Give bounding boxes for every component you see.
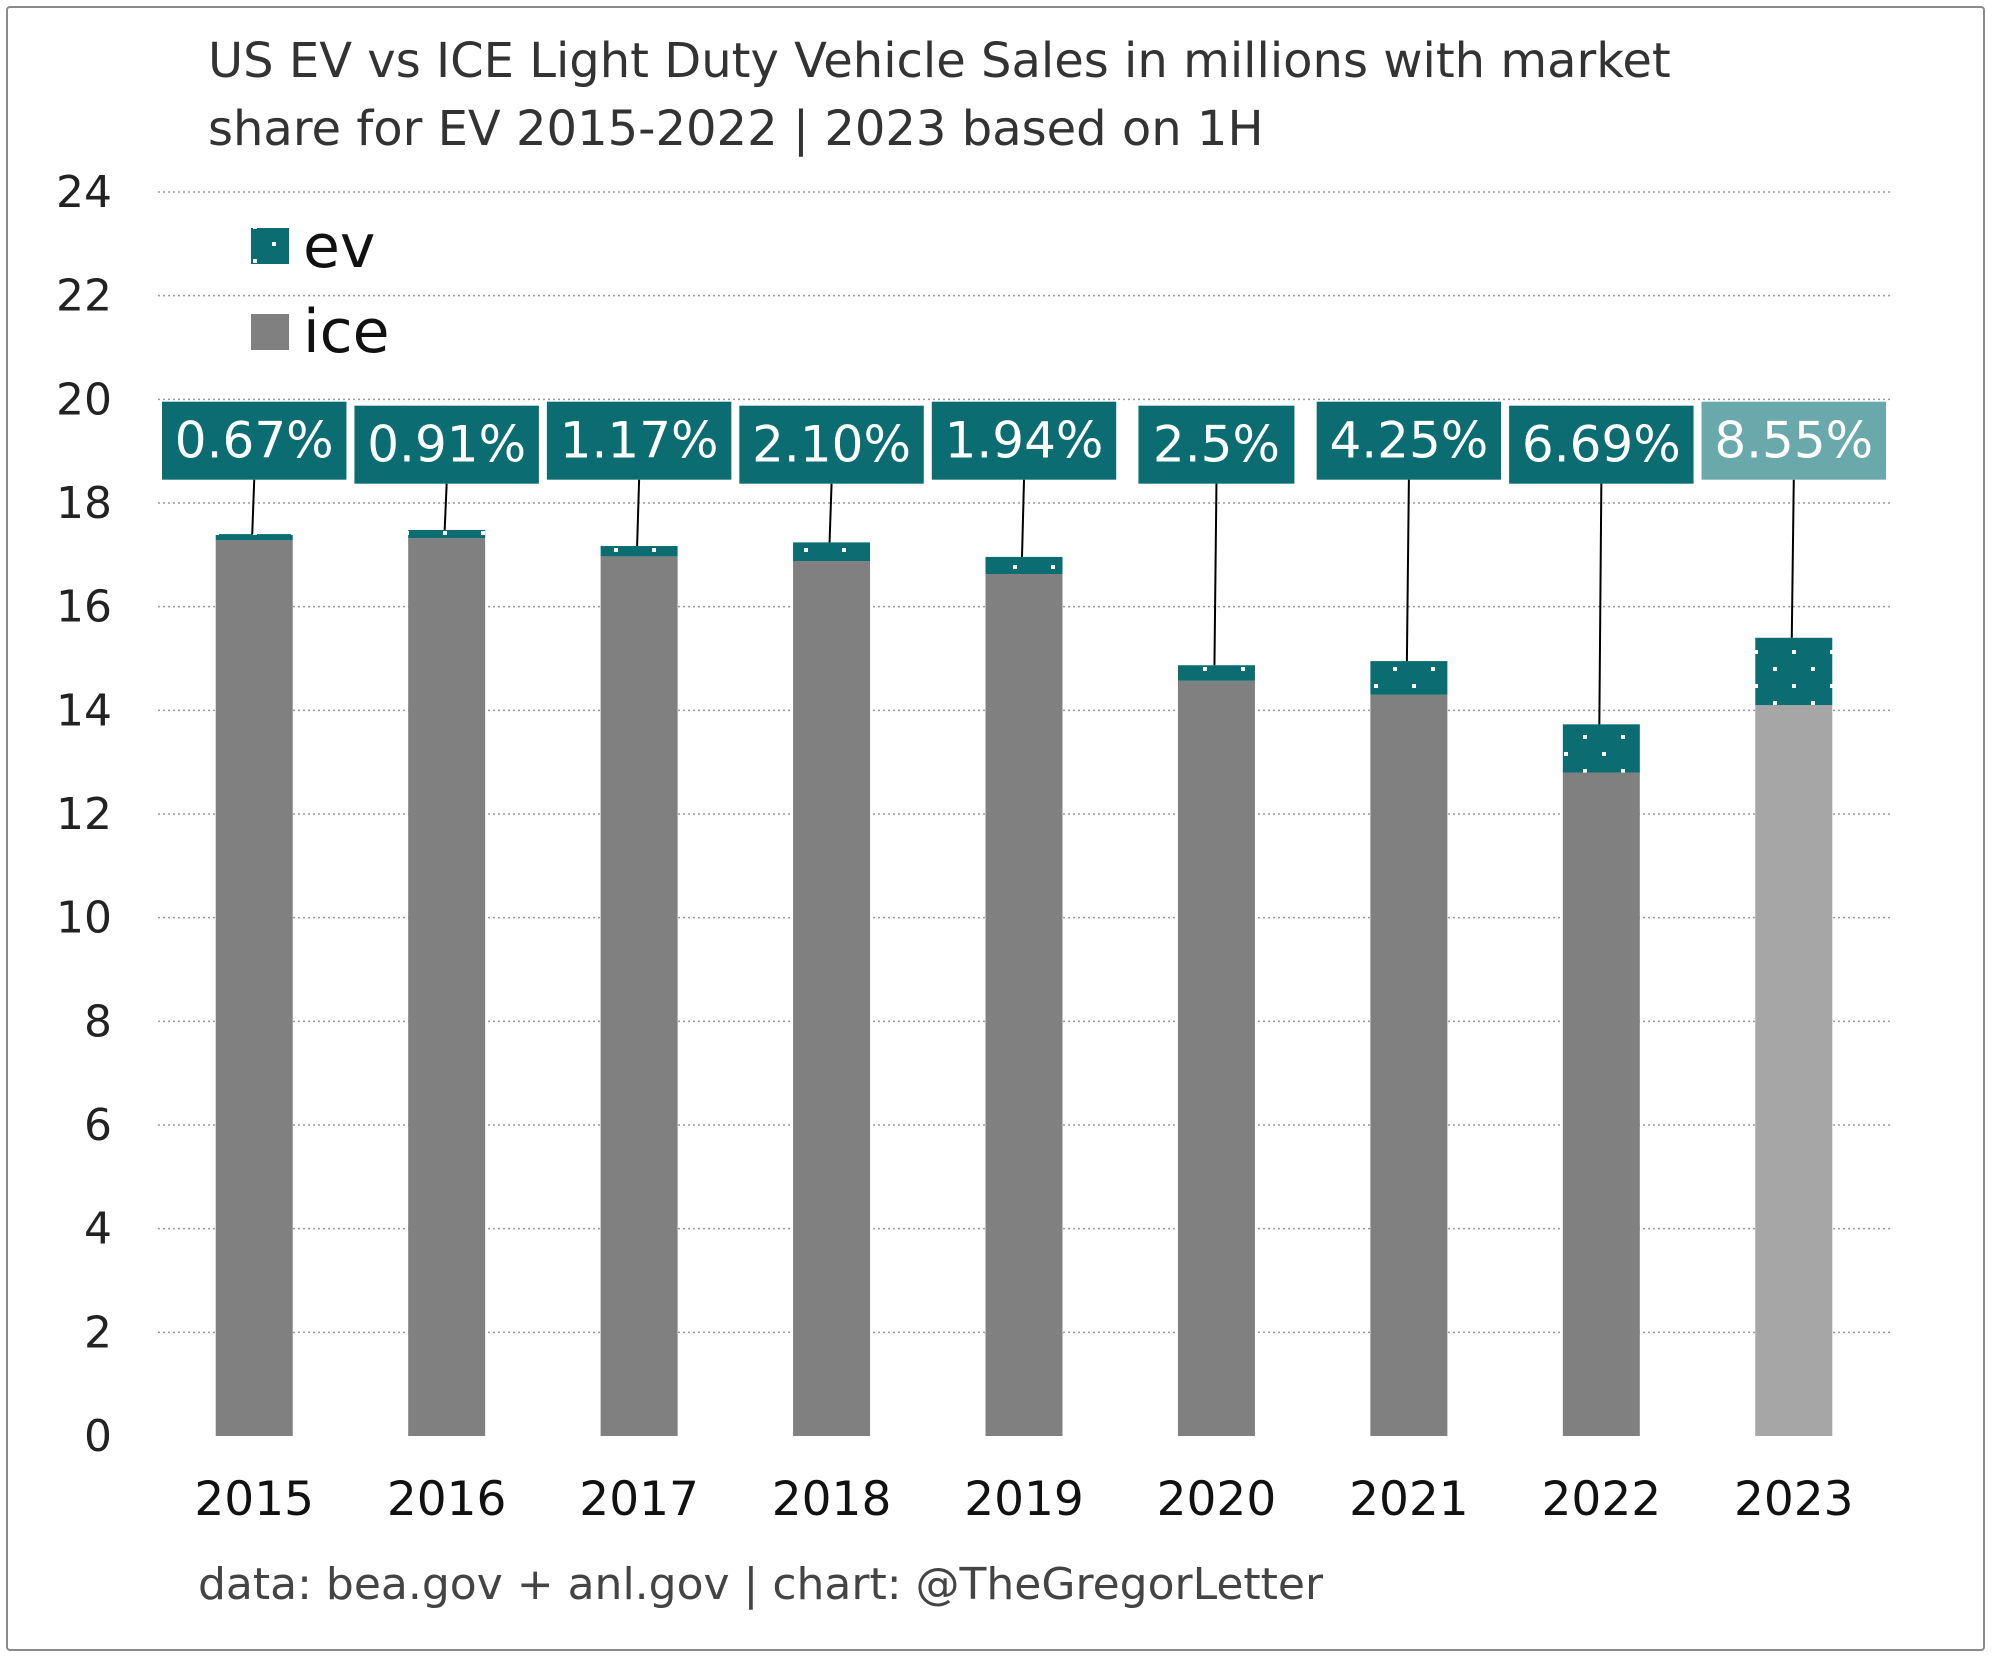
y-tick-label: 18: [56, 478, 112, 529]
x-tick-label-2020: 2020: [1157, 1472, 1277, 1527]
ev-share-label-2020: 2.5%: [1153, 416, 1280, 474]
chart-title-line-2: share for EV 2015-2022 | 2023 based on 1…: [208, 101, 1264, 157]
bar-ev-2019: [985, 556, 1063, 575]
bar-ice-2018: [793, 561, 871, 1436]
bar-ev-2021: [1370, 661, 1448, 695]
y-tick-label: 2: [84, 1307, 112, 1358]
ev-share-label-box-2018: [739, 405, 924, 484]
y-tick-label: 8: [84, 996, 112, 1047]
leader-line-2016: [443, 483, 448, 530]
ev-share-label-box-2021: [1316, 401, 1502, 480]
x-tick-label-2019: 2019: [964, 1472, 1084, 1527]
bar-ice-2015: [215, 540, 293, 1436]
bar-ice-2017: [600, 556, 678, 1436]
bar-ice-2023: [1755, 705, 1833, 1436]
x-tick-label-2017: 2017: [579, 1472, 699, 1527]
bar-ice-2022: [1562, 772, 1640, 1436]
legend-swatch-ice: [251, 314, 289, 350]
legend: ev ice: [251, 212, 390, 367]
bar-ev-2015: [215, 534, 293, 541]
legend-label-ice: ice: [303, 297, 390, 367]
x-axis: 2015 2016 2017 2018 2019 2020 2021 2022 2023: [194, 1472, 1853, 1527]
bar-ev-2017: [600, 546, 678, 557]
y-tick-label: 24: [56, 167, 112, 218]
ev-share-label-2019: 1.94%: [945, 412, 1104, 470]
ev-share-label-box-2022: [1509, 405, 1694, 484]
y-tick-label: 16: [56, 582, 112, 633]
ev-share-labels: 0.67% 0.91% 1.17% 2.10% 1.94% 2.5% 4.25% 6.69% 8…: [162, 401, 1886, 484]
ev-share-label-2023: 8.55%: [1714, 412, 1873, 470]
y-tick-label: 14: [56, 685, 112, 736]
ev-share-label-2016: 0.91%: [367, 416, 526, 474]
x-tick-label-2016: 2016: [387, 1472, 507, 1527]
leader-line-2015: [251, 479, 256, 535]
bar-ice-2020: [1177, 680, 1255, 1436]
ev-share-label-box-2017: [546, 401, 732, 480]
leader-line-2017: [636, 479, 641, 547]
x-tick-label-2021: 2021: [1349, 1472, 1469, 1527]
bar-ev-2023: [1755, 637, 1833, 706]
source-note: data: bea.gov + anl.gov | chart: @TheGre…: [198, 1559, 1324, 1610]
chart-title-line-1: US EV vs ICE Light Duty Vehicle Sales in…: [208, 33, 1671, 89]
legend-label-ev: ev: [303, 212, 375, 282]
y-tick-label: 12: [56, 789, 112, 840]
bar-ice-2016: [408, 538, 486, 1436]
y-tick-label: 20: [56, 374, 112, 425]
ev-share-label-box-2019: [931, 401, 1117, 480]
legend-swatch-ev: [251, 228, 289, 264]
x-tick-label-2022: 2022: [1542, 1472, 1662, 1527]
y-tick-label: 22: [56, 271, 112, 322]
ev-share-label-2022: 6.69%: [1522, 416, 1681, 474]
bar-ev-2016: [408, 529, 486, 539]
ev-share-label-box-2016: [354, 405, 539, 484]
bar-ev-2018: [793, 542, 871, 562]
bar-ice-2021: [1370, 694, 1448, 1436]
leader-line-2022: [1598, 483, 1603, 725]
leader-line-2021: [1405, 479, 1410, 662]
y-tick-label: 0: [84, 1411, 112, 1462]
bar-ev-2022: [1562, 724, 1640, 773]
ev-share-label-box-2020: [1138, 405, 1295, 484]
x-tick-label-2015: 2015: [194, 1472, 314, 1527]
y-tick-label: 10: [56, 893, 112, 944]
ev-share-label-2015: 0.67%: [175, 412, 334, 470]
ev-share-label-box-2023: [1701, 401, 1886, 480]
ev-share-label-box-2015: [162, 401, 347, 480]
leader-line-2019: [1021, 479, 1025, 557]
bar-ice-2019: [985, 574, 1063, 1436]
ev-share-label-2018: 2.10%: [752, 416, 911, 474]
x-tick-label-2018: 2018: [772, 1472, 892, 1527]
leader-line-2023: [1790, 479, 1795, 638]
ev-share-label-2021: 4.25%: [1329, 412, 1488, 470]
bars: [215, 529, 1833, 1436]
x-tick-label-2023: 2023: [1734, 1472, 1854, 1527]
label-leader-lines: [251, 479, 1795, 725]
ev-share-label-2017: 1.17%: [560, 412, 719, 470]
leader-line-2020: [1213, 483, 1218, 666]
bar-ev-2020: [1177, 665, 1255, 681]
y-tick-label: 6: [84, 1100, 112, 1151]
y-tick-label: 4: [84, 1204, 112, 1255]
leader-line-2018: [828, 483, 833, 543]
